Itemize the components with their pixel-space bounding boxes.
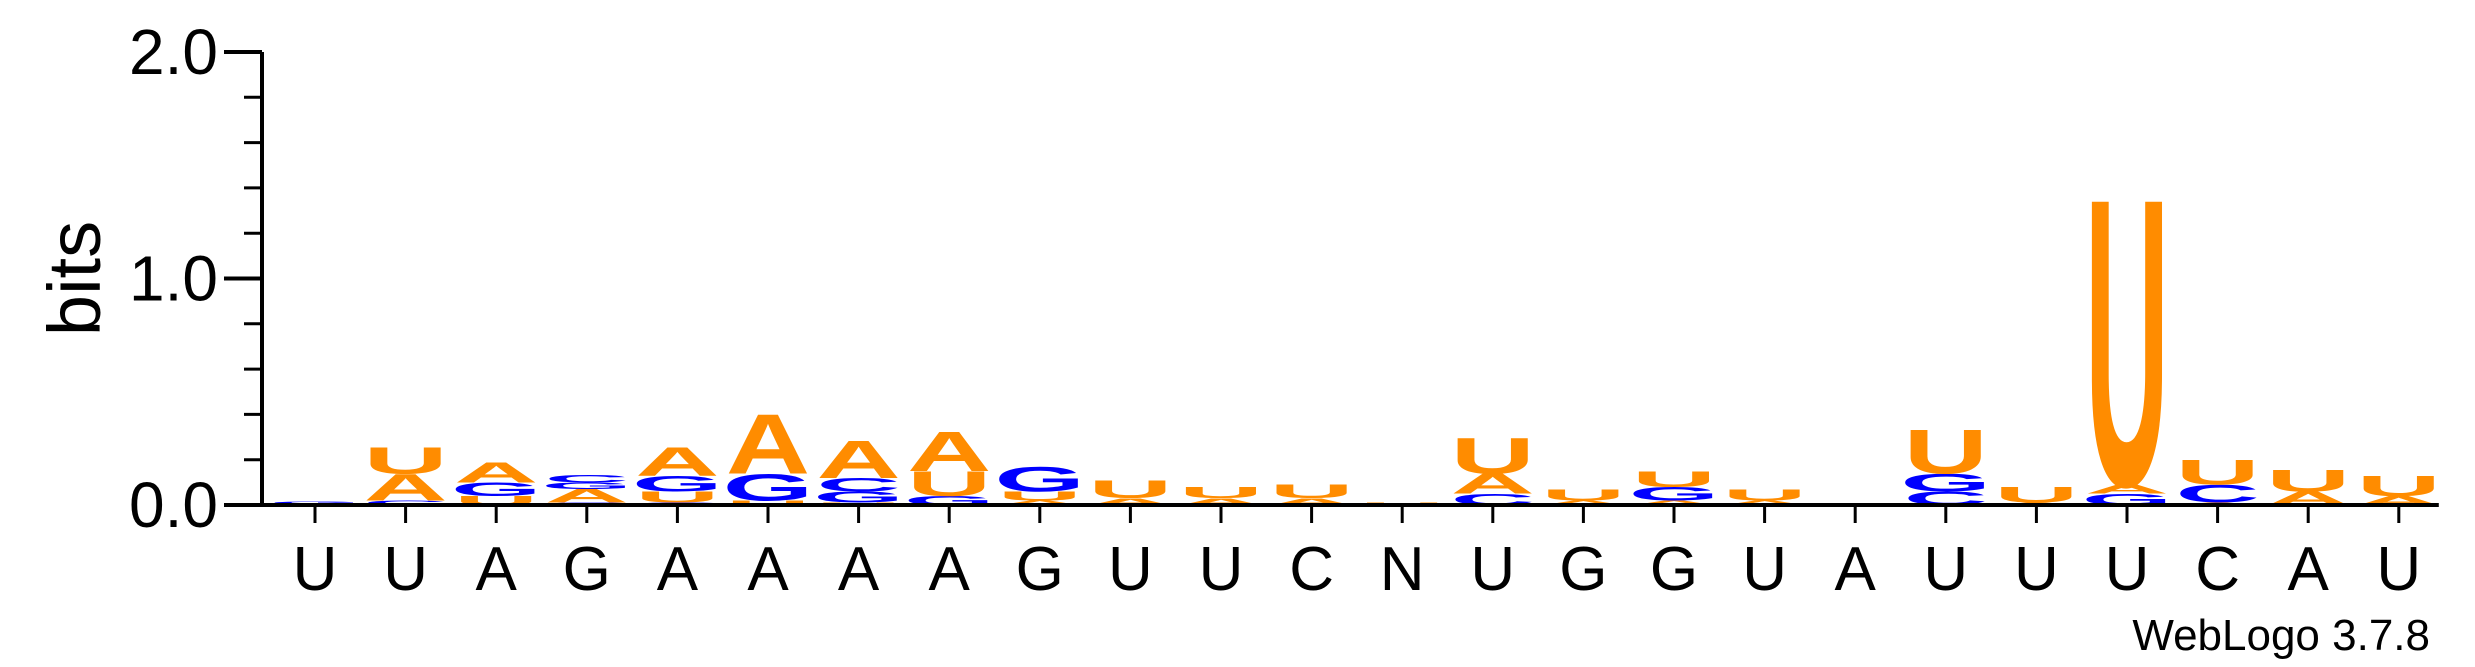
logo-glyph-a: A: [816, 430, 900, 490]
x-tick-label: A: [476, 535, 518, 604]
logo-glyph-g: G: [632, 471, 723, 496]
x-tick-label: C: [1289, 535, 1334, 604]
logo-glyph-a: A: [907, 420, 991, 483]
y-axis: 0.0 1.0 2.0 bits: [33, 16, 264, 541]
logo-glyph-u: U: [2085, 113, 2169, 573]
y-tick-label: 0.0: [129, 469, 218, 541]
logo-glyph-c: C: [816, 474, 900, 495]
x-tick-label: A: [1835, 535, 1877, 604]
logo-glyph-a: A: [1632, 499, 1716, 506]
y-axis-label: bits: [33, 221, 116, 336]
logo-glyph-g: G: [541, 481, 632, 492]
logo-glyph-u: U: [2266, 463, 2350, 498]
logo-glyph-u: U: [726, 499, 810, 506]
x-tick-label: U: [2105, 535, 2150, 604]
logo-glyph-a: A: [1269, 496, 1353, 507]
logo-glyph-u: U: [1088, 475, 1172, 503]
logo-glyph-g: G: [1900, 469, 1991, 497]
x-tick-label: A: [657, 535, 699, 604]
x-tick-label: U: [1742, 535, 1787, 604]
x-tick-label: G: [1016, 535, 1064, 604]
logo-glyph-u: U: [907, 465, 991, 504]
logo-glyph-a: A: [635, 438, 719, 484]
logo-glyph-g: G: [451, 479, 542, 500]
logo-glyph-a: A: [454, 457, 538, 489]
logo-glyph-u: U: [1451, 428, 1535, 484]
logo-glyph-u: U: [1269, 481, 1353, 502]
x-tick-label: G: [563, 535, 611, 604]
logo-glyph-a: A: [726, 396, 810, 492]
logo-glyph-u: U: [1632, 467, 1716, 492]
x-tick-label: A: [747, 535, 789, 604]
logo-glyph-c: C: [363, 499, 447, 506]
logo-glyph-u: U: [1722, 486, 1806, 504]
x-tick-label: U: [1199, 535, 1244, 604]
logo-glyph-u: U: [2357, 470, 2441, 502]
weblogo-credit: WebLogo 3.7.8: [2132, 611, 2430, 660]
logo-glyph-g: G: [1629, 483, 1720, 504]
x-tick-label: C: [2195, 535, 2240, 604]
logo-glyph-a: A: [998, 499, 1082, 506]
logo-glyph-u: U: [635, 488, 719, 506]
x-tick-label: U: [2376, 535, 2421, 604]
logo-glyph-g: G: [813, 488, 904, 506]
x-tick-label: G: [1650, 535, 1698, 604]
logo-glyph-a: A: [1451, 468, 1535, 500]
logo-glyph-stacks: CGCAUUGACAGCCUGAUGAUGCAGUAAUGAUAUAUUCAUA…: [270, 113, 2441, 573]
x-tick-label: A: [929, 535, 971, 604]
x-tick-label: N: [1380, 535, 1425, 604]
y-tick-label: 2.0: [129, 16, 218, 88]
logo-glyph-a: A: [1541, 499, 1625, 506]
logo-glyph-u: U: [998, 489, 1082, 503]
x-tick-label: U: [383, 535, 428, 604]
logo-glyph-g: G: [994, 460, 1085, 499]
x-tick-label: A: [838, 535, 880, 604]
logo-glyph-u: U: [363, 439, 447, 481]
y-tick-label: 1.0: [129, 243, 218, 315]
x-tick-label: U: [1470, 535, 1515, 604]
x-tick-label: U: [293, 535, 338, 604]
logo-glyph-a: A: [1179, 496, 1263, 507]
logo-glyph-a: A: [545, 485, 629, 506]
logo-glyph-a: A: [363, 466, 447, 508]
x-tick-label: U: [2014, 535, 2059, 604]
logo-glyph-a: A: [1088, 496, 1172, 507]
logo-glyph-a: A: [2085, 482, 2169, 496]
x-tick-label: A: [2288, 535, 2330, 604]
x-tick-label: U: [1108, 535, 1153, 604]
logo-glyph-u: U: [1904, 416, 1988, 487]
logo-glyph-u: U: [1541, 486, 1625, 504]
logo-glyph-c: C: [545, 472, 629, 484]
logo-glyph-g: G: [270, 501, 361, 505]
logo-glyph-a: A: [1722, 499, 1806, 506]
x-tick-label: U: [1923, 535, 1968, 604]
logo-glyph-u: U: [1179, 484, 1263, 502]
x-tick-label: G: [1559, 535, 1607, 604]
logo-glyph-g: G: [723, 466, 814, 508]
logo-glyph-u: U: [2175, 453, 2259, 492]
